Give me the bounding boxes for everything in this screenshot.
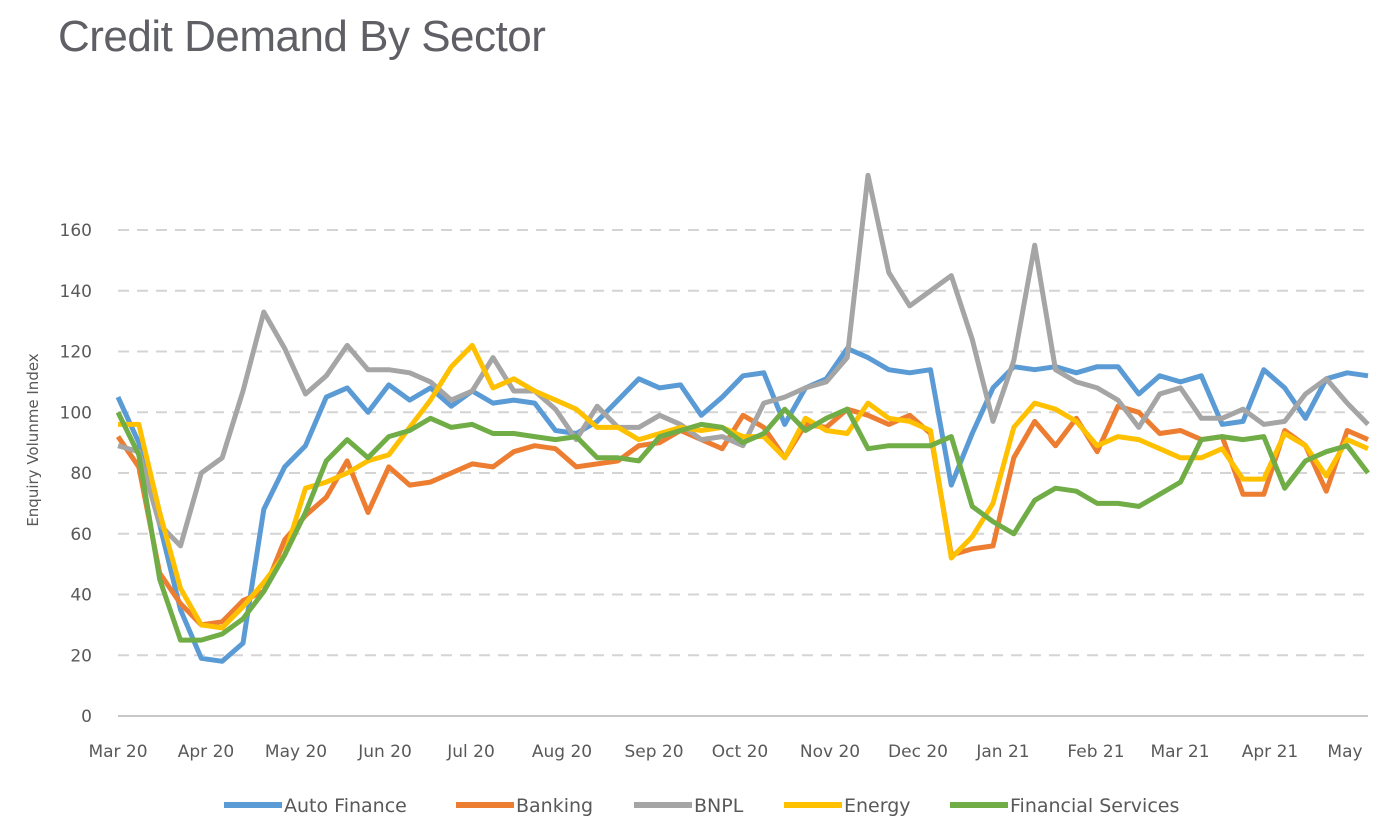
x-tick-label: May 20 bbox=[265, 742, 327, 762]
x-tick-label: Jan 21 bbox=[975, 742, 1029, 762]
legend: Auto Finance Banking BNPL Energy Financial S… bbox=[224, 795, 1179, 817]
x-tick-label: May bbox=[1327, 742, 1362, 762]
x-tick-label: Oct 20 bbox=[712, 742, 768, 762]
series-line-financial-services bbox=[115, 406, 1370, 643]
legend-label: BNPL bbox=[694, 795, 744, 817]
legend-label: Banking bbox=[516, 795, 593, 817]
x-tick-label: Mar 20 bbox=[88, 742, 147, 762]
x-tick-label: Sep 20 bbox=[624, 742, 683, 762]
y-tick-label: 140 bbox=[60, 282, 92, 302]
x-tick-label: Apr 20 bbox=[178, 742, 234, 762]
gridlines bbox=[118, 229, 1368, 717]
x-tick-label: Dec 20 bbox=[888, 742, 948, 762]
legend-label: Energy bbox=[844, 795, 911, 817]
series-line-banking bbox=[115, 403, 1370, 628]
legend-label: Financial Services bbox=[1010, 795, 1179, 817]
legend-item: Auto Finance bbox=[224, 795, 407, 817]
series-line-auto-finance bbox=[115, 346, 1369, 664]
x-tick-label: Apr 21 bbox=[1242, 742, 1298, 762]
y-tick-label: 60 bbox=[70, 525, 92, 545]
y-tick-label: 20 bbox=[70, 646, 92, 666]
y-tick-label: 160 bbox=[60, 221, 92, 241]
legend-item: Financial Services bbox=[950, 795, 1179, 817]
x-tick-label: Mar 21 bbox=[1150, 742, 1209, 762]
x-tick-label: Jul 20 bbox=[446, 742, 495, 762]
x-tick-label: Feb 21 bbox=[1067, 742, 1124, 762]
y-axis-ticks: 0 20 40 60 80 100 120 140 160 bbox=[60, 221, 92, 727]
page-title: Credit Demand By Sector bbox=[58, 12, 546, 61]
series-lines bbox=[115, 172, 1370, 664]
y-tick-label: 80 bbox=[70, 464, 92, 484]
y-tick-label: 120 bbox=[60, 343, 92, 363]
legend-label: Auto Finance bbox=[284, 795, 407, 817]
legend-item: Banking bbox=[456, 795, 593, 817]
y-tick-label: 100 bbox=[60, 403, 92, 423]
series-line-energy bbox=[118, 342, 1370, 631]
y-axis-label: Enquiry Volunme Index bbox=[24, 353, 42, 526]
x-tick-label: Aug 20 bbox=[532, 742, 592, 762]
x-axis-ticks: Mar 20 Apr 20 May 20 Jun 20 Jul 20 Aug 20 Sep … bbox=[88, 742, 1362, 762]
legend-item: BNPL bbox=[634, 795, 744, 817]
y-tick-label: 0 bbox=[81, 707, 92, 727]
y-tick-label: 40 bbox=[70, 586, 92, 606]
x-tick-label: Nov 20 bbox=[800, 742, 860, 762]
x-tick-label: Jun 20 bbox=[357, 742, 412, 762]
legend-item: Energy bbox=[784, 795, 911, 817]
series-line-bnpl bbox=[117, 172, 1370, 549]
